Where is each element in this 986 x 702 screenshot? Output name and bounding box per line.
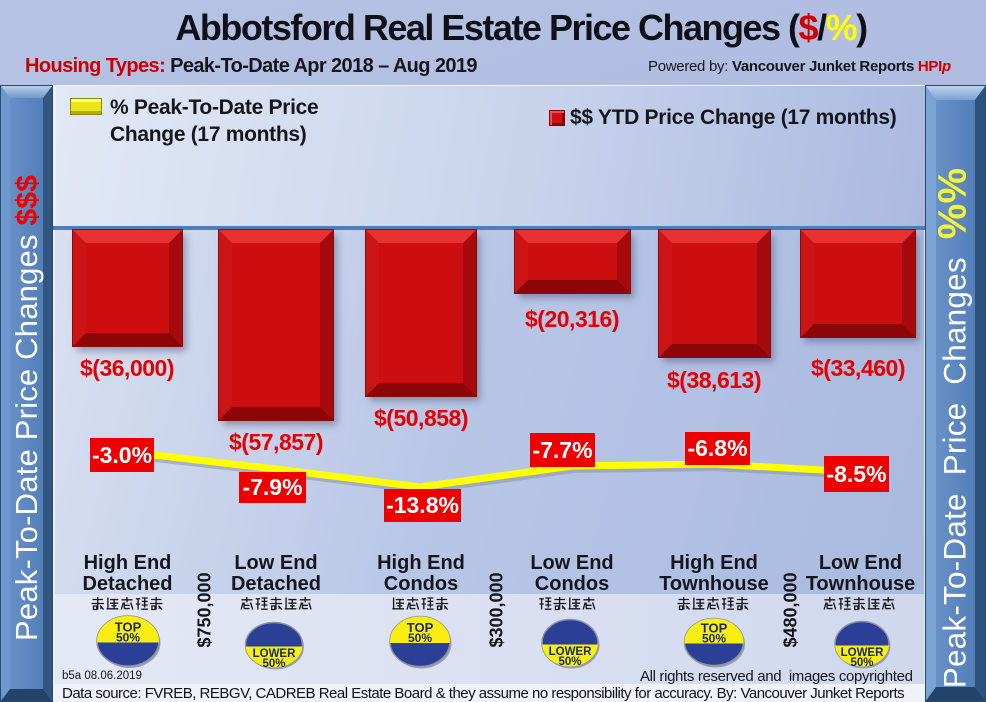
svg-text:50%: 50% [116, 631, 140, 645]
svg-text:LOWER: LOWER [253, 648, 296, 660]
svg-text:50%: 50% [262, 658, 285, 670]
svg-text:LOWER: LOWER [549, 646, 592, 658]
svg-text:TOP: TOP [701, 621, 728, 636]
svg-text:LOWER: LOWER [841, 647, 884, 659]
svg-text:TOP: TOP [407, 620, 434, 635]
svg-text:TOP: TOP [115, 620, 142, 635]
svg-text:50%: 50% [850, 657, 873, 669]
svg-text:50%: 50% [558, 656, 581, 668]
svg-text:50%: 50% [408, 631, 432, 645]
svg-text:50%: 50% [702, 632, 726, 646]
